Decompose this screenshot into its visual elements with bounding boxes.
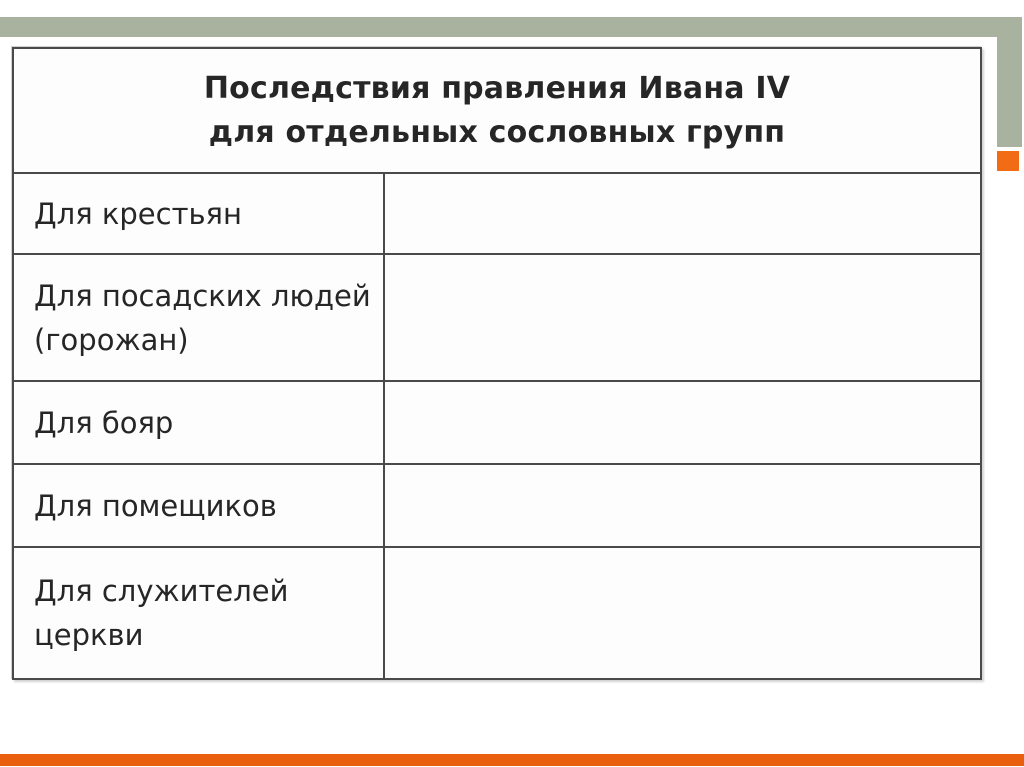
table-row-boyars: Для бояр bbox=[14, 380, 980, 463]
table-row-townspeople: Для посадских людей (горожан) bbox=[14, 253, 980, 380]
row-label-townspeople: Для посадских людей (горожан) bbox=[14, 255, 385, 380]
row-value-landowners bbox=[385, 465, 980, 546]
table-row-peasants: Для крестьян bbox=[14, 172, 980, 253]
row-value-peasants bbox=[385, 174, 980, 253]
table-title: Последствия правления Ивана IV для отдел… bbox=[203, 70, 791, 150]
top-accent-bar bbox=[0, 17, 1022, 37]
row-label-landowners: Для помещиков bbox=[14, 465, 385, 546]
bottom-accent-bar bbox=[0, 754, 1024, 766]
right-accent-bar bbox=[997, 37, 1022, 147]
row-value-townspeople bbox=[385, 255, 980, 380]
row-value-boyars bbox=[385, 382, 980, 463]
row-value-clergy bbox=[385, 548, 980, 678]
orange-accent-square bbox=[997, 151, 1019, 171]
row-label-peasants: Для крестьян bbox=[14, 174, 385, 253]
consequences-table: Последствия правления Ивана IV для отдел… bbox=[12, 47, 982, 680]
table-row-landowners: Для помещиков bbox=[14, 463, 980, 546]
row-label-boyars: Для бояр bbox=[14, 382, 385, 463]
row-label-clergy: Для служителей церкви bbox=[14, 548, 385, 678]
table-row-clergy: Для служителей церкви bbox=[14, 546, 980, 678]
